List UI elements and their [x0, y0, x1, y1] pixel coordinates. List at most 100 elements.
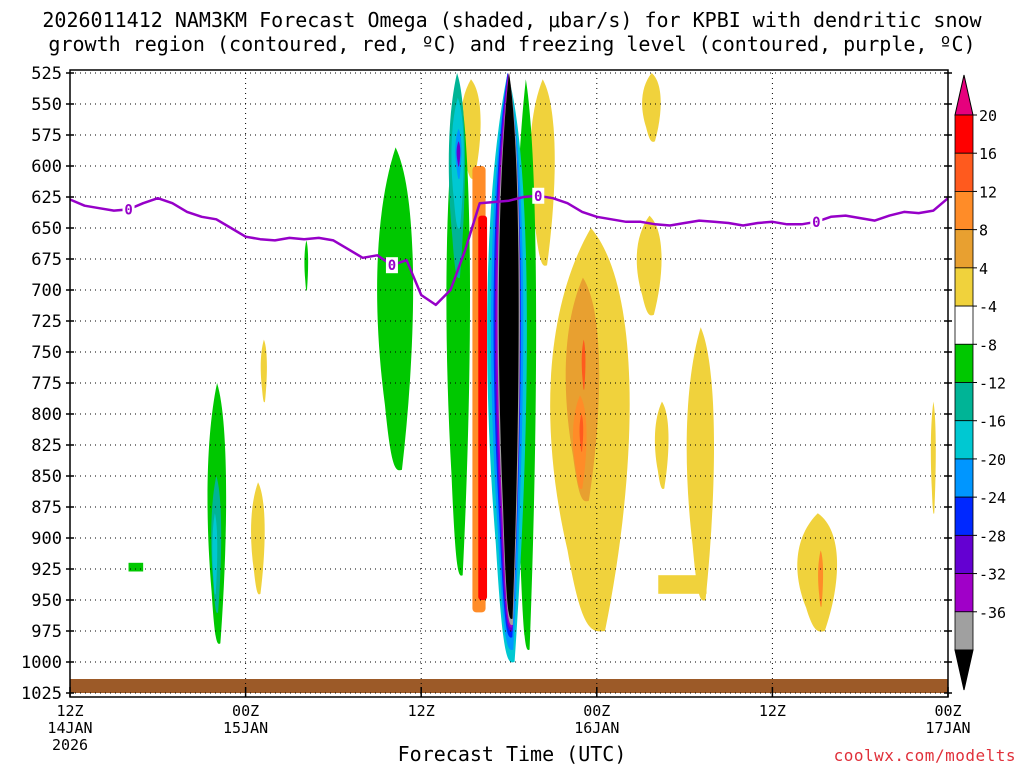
omega-region-16b	[581, 339, 586, 390]
colorbar-label: -4	[979, 298, 997, 316]
y-tick-label: 650	[31, 219, 62, 239]
y-tick-label: 725	[31, 312, 62, 332]
freezing-level-label: 0	[124, 202, 132, 218]
colorbar-swatch	[954, 152, 974, 192]
y-tick-label: 625	[31, 188, 62, 208]
colorbar-swatch	[954, 573, 974, 613]
colorbar-swatch	[954, 458, 974, 498]
colorbar-label: -36	[979, 604, 1006, 622]
omega-shading-layer	[70, 73, 948, 693]
colorbar-label: 8	[979, 222, 988, 240]
omega-region-positive-e	[260, 339, 267, 403]
colorbar-bottom-arrow	[954, 649, 974, 691]
freezing-level-label: 0	[534, 189, 542, 205]
omega-region-positive-l	[658, 575, 707, 594]
omega-region-positive-c	[797, 513, 838, 632]
omega-region-positive-f	[642, 73, 661, 142]
credit-text: coolwx.com/modelts	[833, 746, 1016, 765]
omega-region-negative-f	[128, 562, 144, 572]
freezing-level-label-bg	[532, 187, 545, 204]
y-tick-label: 575	[31, 126, 62, 146]
y-tick-label: 1000	[21, 653, 62, 673]
x-tick-label: 15JAN	[223, 719, 268, 737]
omega-region-positive-i	[930, 401, 936, 514]
colorbar-label: -24	[979, 489, 1006, 507]
freezing-level-line	[69, 194, 949, 307]
colorbar-top-arrow	[954, 74, 974, 116]
omega-region-12b	[818, 550, 824, 607]
y-tick-label: 800	[31, 405, 62, 425]
colorbar-swatch	[954, 191, 974, 231]
freezing-level-label-bg	[122, 201, 135, 218]
colorbar-swatch	[954, 305, 974, 345]
y-tick-label: 750	[31, 343, 62, 363]
x-tick-label: 00Z	[232, 702, 259, 720]
y-tick-label: 925	[31, 560, 62, 580]
omega-region-fringe-red	[478, 215, 488, 600]
omega-region-16	[579, 414, 584, 452]
colorbar-label: -20	[979, 451, 1006, 469]
freezing-level-label-bg	[810, 213, 823, 230]
x-tick-label: 00Z	[934, 702, 961, 720]
colorbar-label: 20	[979, 107, 997, 125]
y-tick-label: 850	[31, 467, 62, 487]
colorbar-swatch	[954, 611, 974, 651]
colorbar-label: -32	[979, 566, 1006, 584]
chart-title-line1: 2026011412 NAM3KM Forecast Omega (shaded…	[42, 8, 982, 32]
colorbar-swatch	[954, 229, 974, 269]
y-tick-label: 525	[31, 64, 62, 84]
y-tick-label: 975	[31, 622, 62, 642]
colorbar-label: -28	[979, 527, 1006, 545]
colorbar-label: 4	[979, 260, 988, 278]
omega-core-black	[498, 73, 519, 619]
freezing-level-layer: 0 0 0 0	[69, 187, 949, 307]
y-tick-label: 1025	[21, 684, 62, 704]
omega-region-negative-c	[304, 240, 309, 291]
x-tick-label: 2026	[52, 736, 88, 754]
omega-region-positive-h	[654, 401, 669, 490]
x-tick-label: 16JAN	[574, 719, 619, 737]
y-tick-label: 600	[31, 157, 62, 177]
freezing-level-label: 0	[812, 215, 820, 231]
y-tick-label: 775	[31, 374, 62, 394]
colorbar-swatch	[954, 420, 974, 460]
colorbar: 20 16 12 8 4 -4 -8 -12 -16 -20 -24 -28 -32 -36	[954, 74, 1006, 691]
y-tick-label: 675	[31, 250, 62, 270]
omega-region-m28-b	[456, 141, 461, 167]
chart-title-line2: growth region (contoured, red, ºC) and f…	[48, 32, 976, 56]
y-tick-label: 950	[31, 591, 62, 611]
colorbar-label: -12	[979, 375, 1006, 393]
colorbar-swatch	[954, 534, 974, 574]
colorbar-label: -8	[979, 336, 997, 354]
terrain-surface	[70, 679, 948, 693]
x-tick-label: 12Z	[56, 702, 83, 720]
x-axis-title: Forecast Time (UTC)	[397, 742, 627, 766]
y-tick-label: 700	[31, 281, 62, 301]
omega-region-positive-k	[529, 79, 555, 266]
x-tick-label: 12Z	[408, 702, 435, 720]
x-tick-label: 17JAN	[925, 719, 970, 737]
colorbar-label: 16	[979, 145, 997, 163]
omega-region-positive-g	[636, 215, 662, 316]
omega-region-negative-a	[377, 147, 414, 471]
y-tick-label: 900	[31, 529, 62, 549]
omega-region-m16-a	[212, 513, 218, 595]
colorbar-label: -16	[979, 413, 1006, 431]
omega-region-12	[572, 395, 587, 490]
x-tick-label: 00Z	[583, 702, 610, 720]
freezing-level-label-bg	[385, 257, 398, 274]
colorbar-swatch	[954, 496, 974, 536]
omega-region-positive-d	[251, 482, 265, 595]
y-tick-label: 875	[31, 498, 62, 518]
colorbar-label: 12	[979, 183, 997, 201]
y-tick-label: 825	[31, 436, 62, 456]
colorbar-swatch	[954, 114, 974, 154]
colorbar-swatch	[954, 267, 974, 307]
x-tick-label: 14JAN	[47, 719, 92, 737]
omega-region-positive-b	[686, 327, 715, 601]
colorbar-swatch	[954, 343, 974, 383]
y-tick-label: 550	[31, 95, 62, 115]
freezing-level-label: 0	[388, 258, 396, 274]
x-tick-label: 12Z	[759, 702, 786, 720]
